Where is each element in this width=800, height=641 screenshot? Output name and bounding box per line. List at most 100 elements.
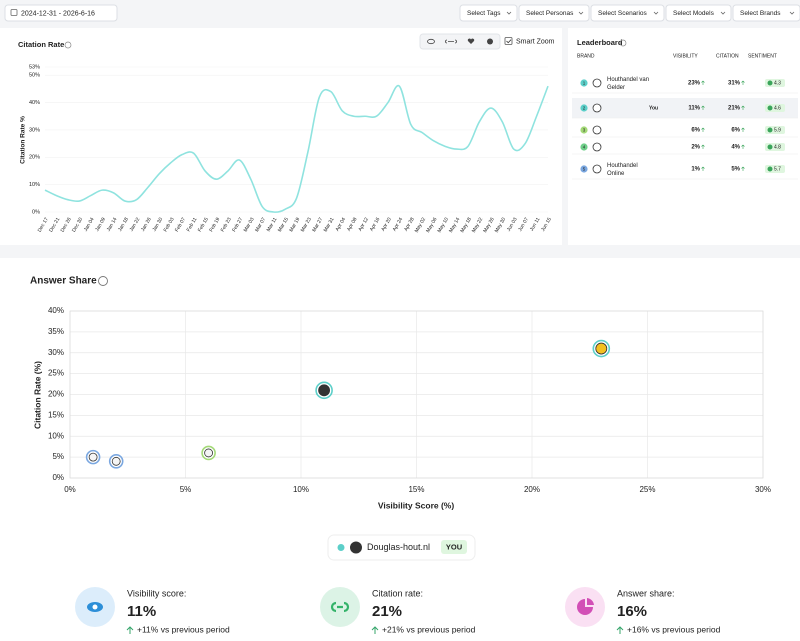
row-highlight xyxy=(572,98,798,118)
stat-label: Citation rate: xyxy=(372,588,423,598)
up-arrow xyxy=(616,626,624,634)
y-tick-label: 20% xyxy=(29,155,40,161)
point-logo xyxy=(318,384,331,397)
view-icon[interactable] xyxy=(427,38,435,45)
scatter-point[interactable] xyxy=(108,453,124,469)
dropdown-label: Select Models xyxy=(673,10,715,17)
y-tick-label: 25% xyxy=(48,369,64,378)
y-tick-label: 40% xyxy=(48,306,64,315)
citation: 6% xyxy=(731,128,740,134)
up-arrow xyxy=(741,127,745,132)
column-header: SENTIMENT xyxy=(748,53,777,59)
chevron xyxy=(653,11,659,15)
dropdown[interactable] xyxy=(732,4,800,22)
plot-frame xyxy=(69,310,764,479)
answer-share-title: Answer Share xyxy=(30,276,97,287)
rank: 3 xyxy=(583,127,586,132)
calendar-icon xyxy=(10,9,18,16)
x-tick-label: 0% xyxy=(64,485,76,494)
y-tick-label: 10% xyxy=(48,431,64,440)
chevron xyxy=(789,11,795,15)
scatter-point[interactable] xyxy=(201,445,216,461)
date-picker[interactable] xyxy=(4,4,118,22)
rank-badge xyxy=(580,165,588,173)
smart-zoom-checkbox[interactable] xyxy=(504,37,513,45)
stat-change: +11% vs previous period xyxy=(137,624,230,634)
rank: 4 xyxy=(583,144,586,149)
point-logo xyxy=(204,448,214,458)
help-icon[interactable] xyxy=(98,276,108,286)
sentiment: 4.3 xyxy=(774,81,781,87)
point-logo xyxy=(88,452,98,462)
point-logo xyxy=(595,342,608,355)
up-arrow xyxy=(701,166,705,171)
dropdown-label: Select Scenarios xyxy=(598,10,648,17)
brand-logo xyxy=(592,142,602,152)
up-arrow xyxy=(701,144,705,149)
chevron xyxy=(578,11,584,15)
leaderboard-card xyxy=(568,28,800,245)
y-tick-label: 20% xyxy=(48,390,64,399)
sentiment-dot xyxy=(767,80,773,86)
legend-swatch xyxy=(337,544,345,551)
check-mark xyxy=(506,39,512,44)
y-tick-label: 35% xyxy=(48,327,64,336)
leaderboard-title: Leaderboard xyxy=(577,38,623,47)
sentiment-dot xyxy=(767,105,773,111)
scatter-point[interactable] xyxy=(315,381,333,400)
y-axis-label: Citation Rate (%) xyxy=(32,361,42,429)
x-tick-label: 5% xyxy=(180,485,192,494)
stat-icon xyxy=(577,598,594,615)
you-tag: You xyxy=(649,105,658,111)
column-header: VISIBILITY xyxy=(673,53,698,59)
rank-badge xyxy=(580,79,588,87)
y-tick-label: 30% xyxy=(29,127,40,133)
sentiment: 4.8 xyxy=(774,145,781,151)
up-arrow xyxy=(371,626,379,634)
brand-logo xyxy=(592,78,602,88)
y-tick-label: 50% xyxy=(29,73,40,79)
up-arrow xyxy=(741,105,745,110)
sentiment: 5.9 xyxy=(774,128,781,134)
rank: 2 xyxy=(583,105,586,110)
y-tick-label: 15% xyxy=(48,410,64,419)
answer-share-card xyxy=(0,258,800,641)
brand-name: Houthandel Online xyxy=(607,163,638,177)
chevron xyxy=(506,11,512,15)
dropdown[interactable] xyxy=(590,4,665,22)
dropdown[interactable] xyxy=(518,4,590,22)
visibility: 23% xyxy=(688,81,701,87)
up-arrow xyxy=(741,144,745,149)
dropdown[interactable] xyxy=(665,4,732,22)
rank-badge xyxy=(580,126,588,134)
x-tick-label: 10% xyxy=(293,485,309,494)
chart-title: Citation Rate xyxy=(18,40,64,49)
scatter-point[interactable] xyxy=(592,339,611,358)
legend-label: Douglas-hout.nl xyxy=(367,542,430,552)
chart-toolbar xyxy=(419,33,501,50)
stat-value: 16% xyxy=(617,603,647,620)
citation: 5% xyxy=(731,167,740,173)
up-arrow xyxy=(701,80,705,85)
smart-zoom-label: Smart Zoom xyxy=(516,38,555,45)
up-arrow xyxy=(741,80,745,85)
x-tick-label: 25% xyxy=(639,485,655,494)
sentiment-dot xyxy=(767,127,773,133)
dropdown[interactable] xyxy=(459,4,518,22)
x-tick-label: 15% xyxy=(408,485,424,494)
brain-icon[interactable] xyxy=(487,38,493,45)
help-icon[interactable] xyxy=(64,41,72,49)
help-icon[interactable] xyxy=(619,39,627,47)
heart-icon[interactable] xyxy=(467,38,475,44)
up-arrow xyxy=(701,127,705,132)
visibility: 2% xyxy=(691,145,700,151)
link-icon[interactable] xyxy=(445,39,457,44)
line-series xyxy=(44,84,549,213)
y-tick-label: 5% xyxy=(52,452,64,461)
scatter-point[interactable] xyxy=(85,449,101,465)
citation-card xyxy=(0,28,562,245)
y-tick-label: 0% xyxy=(52,473,64,482)
brand-logo xyxy=(592,125,602,135)
stat-value: 11% xyxy=(127,603,156,620)
